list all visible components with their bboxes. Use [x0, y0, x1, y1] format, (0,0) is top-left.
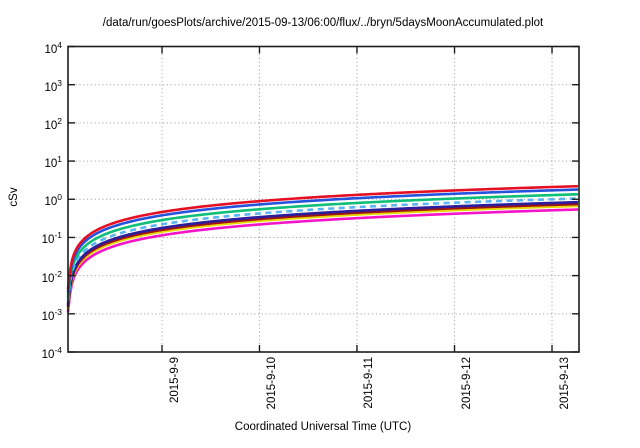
series-magenta-line	[66, 208, 579, 313]
x-tick-label: 2015-9-11	[363, 357, 376, 409]
series-green-line	[66, 193, 579, 298]
y-tick-label: 100	[44, 192, 62, 209]
x-tick-label: 2015-9-12	[461, 357, 474, 410]
series-yellow-line	[66, 204, 579, 309]
y-axis-title: cSv	[8, 187, 20, 207]
y-tick-label: 10-2	[41, 268, 62, 285]
series-navy-line	[66, 200, 579, 306]
y-tick-label: 103	[44, 77, 62, 94]
x-tick-label: 2015-9-9	[168, 357, 181, 404]
x-tick-label: 2015-9-10	[265, 357, 278, 410]
chart-title: /data/run/goesPlots/archive/2015-09-13/0…	[102, 17, 544, 29]
y-tick-label: 101	[44, 154, 62, 170]
series-red-line	[66, 184, 579, 290]
y-tick-label: 10-1	[41, 230, 62, 247]
series-darkred-line	[66, 202, 579, 308]
series-skyblue-line	[66, 197, 579, 302]
y-tick-label: 102	[44, 115, 62, 132]
y-tick-label: 10-3	[41, 306, 62, 323]
x-tick-label: 2015-9-13	[558, 357, 571, 410]
series-blue-line	[66, 188, 579, 293]
y-tick-label: 104	[44, 39, 62, 56]
plot-border	[67, 45, 580, 353]
x-axis-title: Coordinated Universal Time (UTC)	[234, 421, 412, 433]
y-tick-label: 10-4	[41, 345, 62, 361]
